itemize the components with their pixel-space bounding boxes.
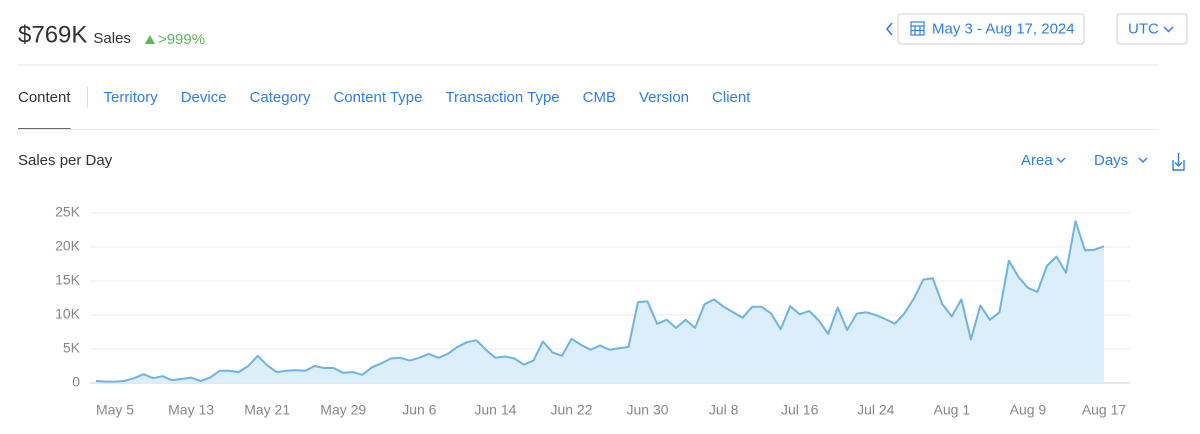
metric-label: Sales	[93, 30, 131, 47]
x-tick-label: May 29	[320, 402, 366, 418]
timezone-box	[1116, 13, 1188, 45]
chevron	[1056, 157, 1066, 163]
prev-range[interactable]	[885, 22, 893, 36]
date-range-button[interactable]: May 3 - Aug 17, 2024	[897, 13, 1085, 45]
x-tick-label: May 5	[96, 402, 134, 418]
tab[interactable]: Device	[181, 89, 227, 106]
x-tick-label: Jul 16	[781, 402, 819, 418]
date-range: May 3 - Aug 17, 2024	[932, 20, 1075, 37]
area-line	[95, 220, 1105, 383]
tab[interactable]: CMB	[583, 89, 616, 106]
x-tick-label: Jul 24	[857, 402, 895, 418]
x-tick-label: May 21	[244, 402, 290, 418]
tab[interactable]: Content	[18, 89, 71, 106]
chart-title: Sales per Day	[18, 152, 113, 169]
tab-bar: Content Territory Device Category Content Ty…	[18, 87, 751, 130]
tab[interactable]: Version	[639, 89, 689, 106]
x-tick-label: Jun 6	[402, 402, 436, 418]
up-arrow	[144, 35, 155, 44]
change-percent: >999%	[158, 31, 205, 48]
x-tick-label: Jun 30	[627, 402, 669, 418]
x-tick-label: Jul 8	[709, 402, 739, 418]
tab[interactable]: Content Type	[333, 89, 422, 106]
date-button-box	[897, 13, 1085, 45]
x-tick-label: May 13	[168, 402, 214, 418]
y-tick-label: 0	[72, 374, 80, 390]
chevron	[1163, 26, 1174, 33]
x-tick-label: Aug 1	[934, 402, 971, 418]
timezone: UTC	[1128, 20, 1159, 37]
x-tick-label: Jun 14	[474, 402, 516, 418]
chart-style: Area	[1021, 152, 1053, 169]
tab[interactable]: Client	[712, 89, 751, 106]
chart: 0 5K 10K 15K 20K 25K May 5 May 13 May 21 May 29 Ju…	[55, 204, 1130, 418]
granularity-dropdown[interactable]: Days	[1094, 152, 1148, 169]
y-tick-label: 15K	[55, 272, 81, 288]
y-tick-label: 5K	[63, 340, 81, 356]
timezone-button[interactable]: UTC	[1116, 13, 1188, 45]
y-tick-label: 25K	[55, 204, 81, 220]
total-sales: $769K	[18, 21, 87, 48]
granularity: Days	[1094, 152, 1128, 169]
y-tick-label: 20K	[55, 238, 81, 254]
download-button[interactable]	[1172, 153, 1185, 171]
chevron	[1138, 157, 1148, 163]
x-tick-label: Aug 9	[1010, 402, 1047, 418]
tab[interactable]: Territory	[104, 89, 159, 106]
calendar-icon	[910, 21, 925, 36]
chart-style-dropdown[interactable]: Area	[1021, 152, 1066, 169]
y-tick-label: 10K	[55, 306, 81, 322]
x-tick-label: Jun 22	[550, 402, 592, 418]
area-fill	[96, 221, 1104, 383]
tab[interactable]: Category	[250, 89, 311, 106]
tab[interactable]: Transaction Type	[445, 89, 559, 106]
x-tick-label: Aug 17	[1082, 402, 1127, 418]
